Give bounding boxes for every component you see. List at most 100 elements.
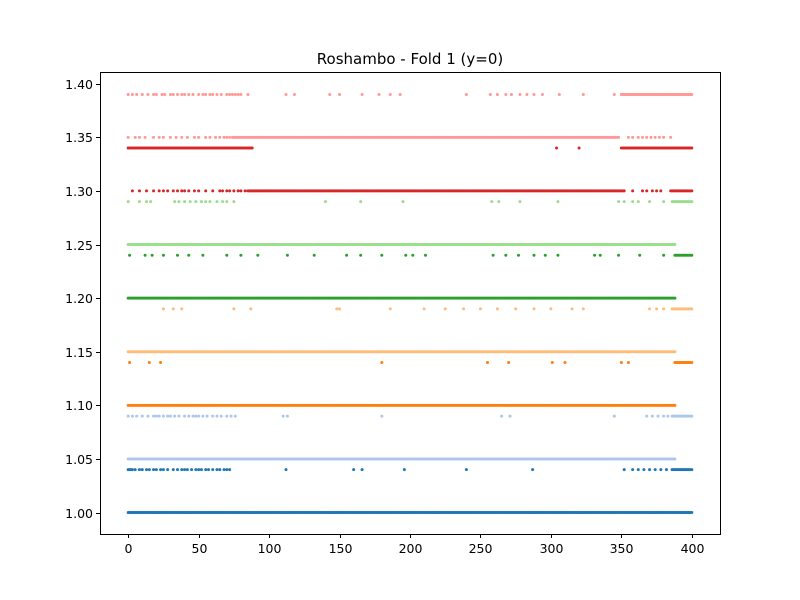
data-point bbox=[230, 92, 234, 96]
data-point bbox=[130, 414, 134, 418]
data-point bbox=[150, 253, 154, 257]
data-point bbox=[581, 307, 585, 311]
data-point bbox=[664, 468, 668, 472]
data-point bbox=[168, 414, 172, 418]
data-point bbox=[648, 468, 652, 472]
data-point bbox=[232, 307, 236, 311]
data-point bbox=[197, 189, 201, 193]
data-point bbox=[636, 135, 640, 139]
data-point bbox=[130, 189, 134, 193]
data-point bbox=[205, 414, 209, 418]
data-point bbox=[130, 92, 134, 96]
data-point bbox=[622, 200, 626, 204]
data-point bbox=[166, 189, 170, 193]
x-axis: 0 50 100 150 200 250 300 350 400 bbox=[125, 534, 705, 556]
data-point bbox=[622, 468, 626, 472]
data-point bbox=[187, 253, 191, 257]
data-point bbox=[154, 414, 158, 418]
data-point bbox=[239, 92, 243, 96]
data-point bbox=[221, 189, 225, 193]
x-tick-label: 350 bbox=[610, 541, 634, 556]
data-point bbox=[648, 307, 652, 311]
data-point bbox=[218, 135, 222, 139]
data-point bbox=[166, 468, 170, 472]
data-point bbox=[185, 135, 189, 139]
data-point bbox=[192, 189, 196, 193]
x-tick-label: 250 bbox=[469, 541, 493, 556]
data-point bbox=[246, 92, 250, 96]
x-tick-label: 50 bbox=[192, 541, 208, 556]
data-point bbox=[219, 414, 223, 418]
data-point bbox=[657, 135, 661, 139]
data-point bbox=[284, 468, 288, 472]
y-axis: 1.00 1.05 1.10 1.15 1.20 1.25 1.30 1.35 1.40 bbox=[65, 77, 100, 521]
data-point bbox=[197, 135, 201, 139]
data-point bbox=[161, 253, 165, 257]
data-point bbox=[631, 468, 635, 472]
data-point bbox=[197, 92, 201, 96]
data-point bbox=[653, 468, 657, 472]
data-point bbox=[159, 468, 163, 472]
data-point bbox=[204, 189, 208, 193]
data-point bbox=[402, 468, 406, 472]
data-point bbox=[126, 200, 130, 204]
data-point bbox=[126, 92, 130, 96]
data-point bbox=[171, 92, 175, 96]
data-point bbox=[201, 92, 205, 96]
data-point bbox=[577, 146, 581, 150]
x-tick-label: 400 bbox=[681, 541, 705, 556]
data-point bbox=[659, 189, 663, 193]
data-point bbox=[204, 92, 208, 96]
data-point bbox=[495, 307, 499, 311]
data-point bbox=[486, 360, 489, 364]
data-point bbox=[176, 189, 179, 193]
data-point bbox=[335, 307, 339, 311]
data-point bbox=[495, 92, 499, 96]
data-point bbox=[215, 92, 219, 96]
data-point bbox=[183, 189, 187, 193]
data-point bbox=[211, 189, 215, 193]
data-point bbox=[147, 468, 151, 472]
data-point bbox=[176, 468, 179, 472]
y-tick-label: 1.10 bbox=[65, 398, 93, 413]
data-point bbox=[176, 253, 179, 257]
y-tick-label: 1.20 bbox=[65, 291, 93, 306]
data-point bbox=[514, 307, 518, 311]
data-point bbox=[653, 135, 657, 139]
data-point bbox=[239, 189, 243, 193]
data-point bbox=[211, 92, 215, 96]
data-point bbox=[641, 135, 644, 139]
data-point bbox=[225, 92, 229, 96]
data-point bbox=[233, 92, 237, 96]
data-point bbox=[126, 414, 130, 418]
data-point bbox=[612, 414, 616, 418]
data-point bbox=[655, 307, 659, 311]
data-point bbox=[556, 200, 560, 204]
data-point bbox=[345, 253, 349, 257]
data-point bbox=[180, 92, 184, 96]
data-point bbox=[508, 414, 512, 418]
y-tick-label: 1.15 bbox=[65, 345, 93, 360]
data-point bbox=[338, 307, 342, 311]
data-point bbox=[163, 92, 167, 96]
data-point bbox=[464, 468, 468, 472]
data-point bbox=[243, 189, 247, 193]
data-point bbox=[673, 350, 677, 354]
data-point bbox=[649, 135, 653, 139]
data-point bbox=[380, 253, 384, 257]
data-point bbox=[532, 253, 536, 257]
data-point bbox=[133, 468, 137, 472]
data-point bbox=[180, 468, 184, 472]
data-point bbox=[650, 414, 654, 418]
data-point bbox=[140, 414, 144, 418]
data-point bbox=[250, 146, 254, 150]
data-point bbox=[185, 468, 189, 472]
data-point bbox=[228, 92, 232, 96]
data-point bbox=[673, 403, 677, 407]
data-point bbox=[222, 135, 226, 139]
data-point bbox=[631, 135, 635, 139]
data-point bbox=[232, 200, 236, 204]
data-point bbox=[187, 92, 191, 96]
data-point bbox=[690, 200, 694, 204]
data-point bbox=[666, 414, 670, 418]
